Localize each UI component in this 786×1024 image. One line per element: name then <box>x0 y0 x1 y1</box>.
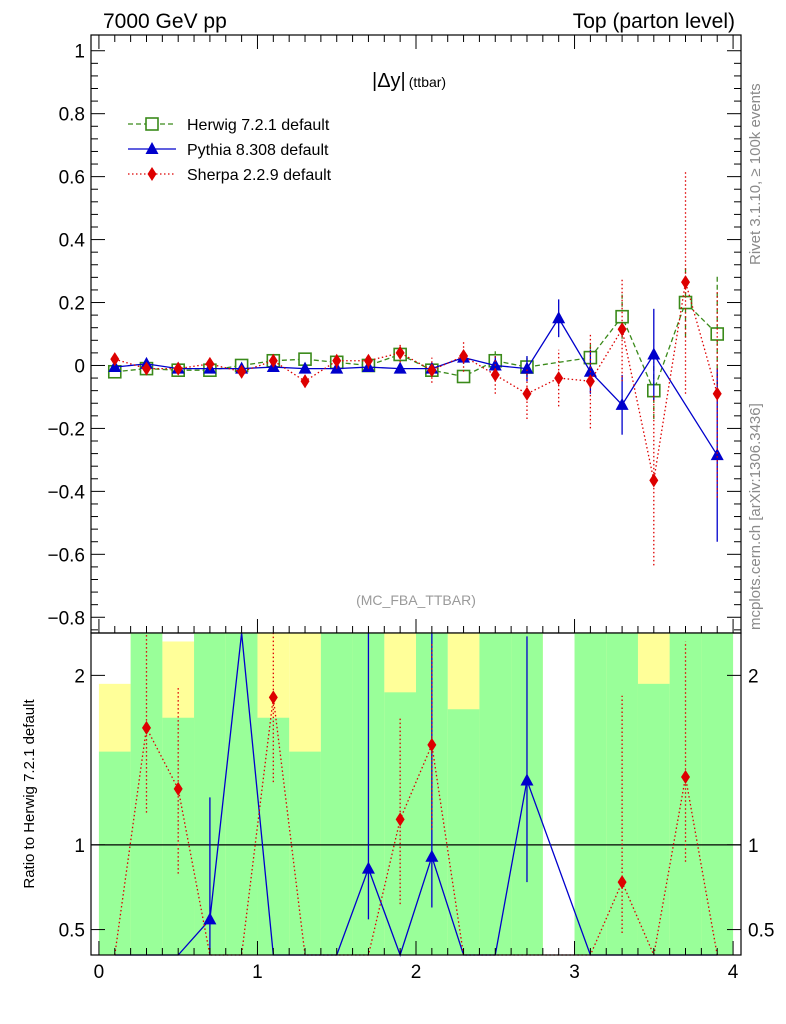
series-1 <box>108 299 724 542</box>
ratio-data-point <box>268 690 278 705</box>
data-point <box>522 386 532 401</box>
ratio-y-tick-label-right: 2 <box>748 666 759 687</box>
legend-marker <box>145 117 159 131</box>
y-tick-label: 0 <box>74 356 85 377</box>
data-point <box>647 347 661 360</box>
ratio-data-point <box>520 773 534 786</box>
legend-marker <box>147 167 157 181</box>
data-point <box>552 311 566 324</box>
data-point <box>332 353 342 368</box>
data-point <box>710 448 724 461</box>
data-point <box>520 361 534 374</box>
y-tick-label: −0.8 <box>47 608 85 629</box>
ratio-data-point <box>203 912 217 925</box>
x-tick-label: 1 <box>252 962 263 983</box>
data-point <box>237 364 247 379</box>
series-line <box>114 317 718 456</box>
data-point <box>363 353 373 368</box>
x-tick-label: 3 <box>569 962 580 983</box>
uncertainty-band-inner <box>701 633 734 955</box>
uncertainty-band-inner <box>130 633 163 955</box>
uncertainty-band-inner <box>98 751 131 955</box>
data-point <box>710 327 725 341</box>
legend-marker <box>145 142 159 154</box>
data-point <box>554 371 564 386</box>
legend-label: Sherpa 2.2.9 default <box>187 167 332 184</box>
uncertainty-band-inner <box>606 633 638 955</box>
header-right: Top (parton level) <box>573 10 735 33</box>
x-tick-label: 0 <box>94 962 105 983</box>
data-point <box>681 275 691 290</box>
ratio-data-point <box>681 770 691 785</box>
data-point <box>583 364 597 377</box>
series-2 <box>110 170 722 566</box>
data-point <box>427 363 437 378</box>
ratio-y-tick-label-left: 2 <box>74 666 85 687</box>
ratio-data-point <box>427 737 437 752</box>
main-panel: 1 0.8 0.6 0.4 0.2 0 −0.2 −0.4 −0.6 −0.8 |Δy| (ttba… <box>47 34 742 634</box>
data-point <box>205 356 215 371</box>
ratio-data-point <box>173 781 183 796</box>
series-0 <box>107 267 725 419</box>
ratio-y-tick-label-right: 0.5 <box>748 921 774 942</box>
ratio-y-tick-label-right: 1 <box>748 836 759 857</box>
uncertainty-band-inner <box>447 709 480 955</box>
ratio-series-1 <box>114 633 718 958</box>
legend-label: Herwig 7.2.1 default <box>187 117 330 134</box>
plot-title: |Δy| (ttbar) <box>372 70 446 92</box>
data-point <box>110 352 120 367</box>
rivet-version-label: Rivet 3.1.10, ≥ 100k events <box>747 83 764 265</box>
data-point <box>459 349 469 364</box>
y-tick-label: −0.2 <box>47 419 85 440</box>
x-tick-label: 4 <box>728 962 739 983</box>
ratio-axis-label: Ratio to Herwig 7.2.1 default <box>21 699 38 889</box>
mcplots-label: mcplots.cern.ch [arXiv:1306.3436] <box>747 403 764 630</box>
x-tick-label: 2 <box>411 962 422 983</box>
uncertainty-band-inner <box>225 633 258 955</box>
uncertainty-band-inner <box>289 751 321 955</box>
data-point <box>649 473 659 488</box>
uncertainty-band-inner <box>479 633 512 955</box>
legend-label: Pythia 8.308 default <box>187 142 329 159</box>
data-point <box>393 361 407 374</box>
y-tick-label: 0.2 <box>59 294 85 315</box>
ratio-data-point <box>361 861 375 874</box>
data-point <box>615 397 629 410</box>
ratio-data-point <box>425 849 439 862</box>
ratio-y-tick-label-left: 1 <box>74 836 85 857</box>
data-point <box>268 353 278 368</box>
header-left: 7000 GeV pp <box>103 10 227 33</box>
analysis-watermark: (MC_FBA_TTBAR) <box>356 592 476 608</box>
data-point <box>300 374 310 389</box>
data-point <box>173 361 183 376</box>
ratio-data-point <box>395 812 405 827</box>
data-point <box>490 367 500 382</box>
data-point <box>617 322 627 337</box>
y-tick-label: 0.6 <box>59 168 85 189</box>
data-point <box>395 345 405 360</box>
ratio-panel: 2 2 1 1 0.5 0.5 0 1 2 3 4 Ratio to Herwig 7.2.1 de… <box>21 632 774 983</box>
y-tick-label: 0.4 <box>59 231 86 252</box>
uncertainty-band-inner <box>320 633 353 955</box>
data-point <box>298 361 312 374</box>
uncertainty-band-inner <box>669 633 702 955</box>
uncertainty-band-inner <box>637 683 670 955</box>
series-line <box>114 281 718 481</box>
y-tick-label: 0.8 <box>59 105 85 126</box>
data-point <box>712 386 722 401</box>
data-point <box>456 369 471 384</box>
data-point <box>678 295 693 310</box>
data-point <box>141 361 151 376</box>
y-tick-label: −0.6 <box>47 545 85 566</box>
ratio-data-point <box>617 875 627 890</box>
y-tick-label: 1 <box>74 42 85 63</box>
y-tick-label: −0.4 <box>47 482 85 503</box>
ratio-data-point <box>141 720 151 735</box>
ratio-y-tick-label-left: 0.5 <box>59 921 85 942</box>
data-point <box>585 374 595 389</box>
uncertainty-band-inner <box>574 633 607 955</box>
legend: Herwig 7.2.1 default Pythia 8.308 default… <box>128 117 332 184</box>
